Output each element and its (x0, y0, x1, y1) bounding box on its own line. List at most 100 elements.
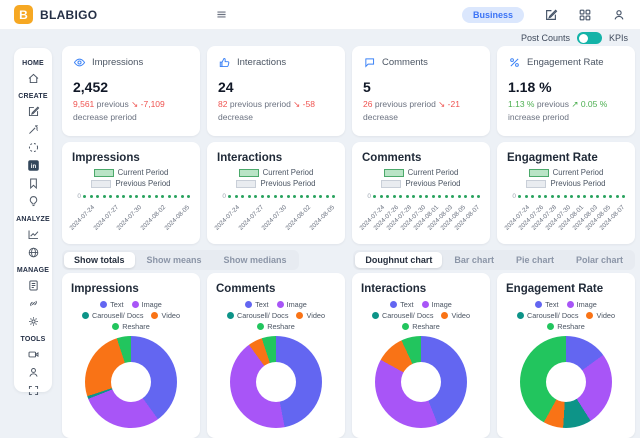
data-point-dot (622, 194, 625, 198)
legend-item[interactable]: Image (131, 300, 162, 309)
magic-wand-icon[interactable] (27, 123, 40, 136)
legend-color-dot (245, 301, 253, 308)
legend-item[interactable]: Image (566, 300, 597, 309)
show-totals-button[interactable]: Show totals (64, 252, 135, 268)
line-chart-icon[interactable] (27, 228, 40, 241)
legend-color-dot (371, 312, 379, 319)
sidebar: HOME CREATE in ANALYZE MANAGE TOOLS (14, 48, 52, 396)
chart-title: Comments (216, 283, 276, 295)
legend-item[interactable]: Reshare (257, 322, 295, 331)
chart-title: Engagement Rate (506, 283, 604, 295)
kpi-card-impressions: Impressions 2,452 9,561 previous ↘ -7,10… (62, 46, 200, 136)
legend-item[interactable]: Image (421, 300, 452, 309)
legend-item[interactable]: Reshare (402, 322, 440, 331)
legend-swatch (381, 179, 402, 188)
legend-item[interactable]: Text (100, 300, 124, 309)
kpi-value: 24 (218, 79, 234, 95)
data-point-dot (141, 194, 145, 198)
legend-item: Current Period (238, 168, 313, 177)
previous-value: 1.13 % (508, 99, 535, 109)
polar-chart-button[interactable]: Polar chart (566, 252, 633, 268)
brand-name: BLABIGO (40, 7, 98, 22)
data-point-dot (373, 194, 376, 198)
id-card-icon[interactable] (27, 279, 40, 292)
apps-grid-icon[interactable] (578, 8, 592, 22)
legend-item[interactable]: Carousell/ Docs (226, 311, 288, 320)
legend-item[interactable]: Video (151, 311, 180, 320)
legend-item: Current Period (383, 168, 459, 177)
legend-item[interactable]: Video (296, 311, 325, 320)
legend-item[interactable]: Carousell/ Docs (81, 311, 143, 320)
post-counts-label: Post Counts (520, 33, 570, 43)
kpi-title: Comments (382, 57, 428, 68)
expand-icon[interactable] (27, 384, 40, 397)
legend-color-dot (547, 323, 555, 330)
data-point-dot (228, 194, 231, 198)
data-point-dot (247, 194, 251, 198)
data-point-dot (299, 194, 303, 198)
business-button[interactable]: Business (461, 6, 524, 23)
globe-icon[interactable] (27, 246, 40, 259)
legend-label: Reshare (267, 322, 295, 331)
video-camera-icon[interactable] (27, 348, 40, 361)
compose-post-icon[interactable] (27, 105, 40, 118)
data-point-dot (470, 194, 474, 198)
compose-icon[interactable] (544, 8, 558, 22)
gear-icon[interactable] (27, 315, 40, 328)
legend-item[interactable]: Text (535, 300, 559, 309)
kpis-toggle[interactable] (576, 32, 602, 44)
bar-chart-button[interactable]: Bar chart (444, 252, 504, 268)
legend-label: Text (255, 300, 269, 309)
data-point-dot (570, 194, 573, 198)
chart-legend: Text Image Carousell/ Docs Video Reshare (71, 300, 191, 331)
legend-item[interactable]: Text (390, 300, 414, 309)
legend-item[interactable]: Text (245, 300, 269, 309)
legend-color-dot (390, 301, 398, 308)
hamburger-menu-icon[interactable] (215, 8, 228, 21)
previous-value: 26 (363, 99, 373, 109)
legend-item[interactable]: Reshare (547, 322, 585, 331)
delta-label: decrease (218, 111, 253, 122)
data-point-dot (438, 194, 441, 198)
chart-legend: Current Period Previous Period (72, 168, 190, 188)
x-axis-labels: 2024-07-24 2024-07-27 2024-07-30 2024-08-02… (214, 202, 336, 234)
chart-title: Engagment Rate (507, 152, 598, 164)
data-point-dot (392, 194, 396, 198)
dashed-circle-icon[interactable] (27, 141, 40, 154)
data-point-dot (293, 194, 296, 198)
line-chart-comments: Comments Current Period Previous Period 0… (352, 142, 490, 244)
link-icon[interactable] (27, 297, 40, 310)
sidebar-section-tools: TOOLS (20, 336, 46, 343)
legend-item[interactable]: Video (586, 311, 615, 320)
show-means-button[interactable]: Show means (137, 252, 212, 268)
legend-label: Current Period (407, 168, 459, 177)
user-icon[interactable] (27, 366, 40, 379)
lightbulb-icon[interactable] (27, 195, 40, 208)
linkedin-icon[interactable]: in (27, 159, 40, 172)
legend-label: Image (431, 300, 452, 309)
legend-label: Carousell/ Docs (526, 311, 579, 320)
brand[interactable]: B BLABIGO (14, 5, 97, 24)
data-point-dot (267, 194, 270, 198)
show-medians-button[interactable]: Show medians (214, 252, 297, 268)
data-point-dot (386, 194, 389, 198)
data-point-dot (379, 194, 383, 198)
legend-item[interactable]: Video (441, 311, 470, 320)
pie-chart-button[interactable]: Pie chart (506, 252, 564, 268)
bookmark-icon[interactable] (27, 177, 40, 190)
legend-item[interactable]: Carousell/ Docs (371, 311, 433, 320)
brand-logo-icon: B (14, 5, 33, 24)
kpi-card-engagement-rate: Engagement Rate 1.18 % 1.13 % previous ↗… (497, 46, 635, 136)
legend-item[interactable]: Reshare (112, 322, 150, 331)
legend-label: Reshare (557, 322, 585, 331)
doughnut-chart (85, 336, 177, 428)
legend-color-dot (516, 312, 524, 319)
legend-label: Reshare (122, 322, 150, 331)
legend-item[interactable]: Carousell/ Docs (516, 311, 579, 320)
doughnut-chart-button[interactable]: Doughnut chart (355, 252, 443, 268)
legend-item[interactable]: Image (276, 300, 307, 309)
home-icon[interactable] (27, 72, 40, 85)
user-profile-icon[interactable] (612, 8, 626, 22)
chart-legend: Text Image Carousell/ Docs Video Reshare (361, 300, 481, 331)
navbar-actions: Business (461, 6, 626, 23)
